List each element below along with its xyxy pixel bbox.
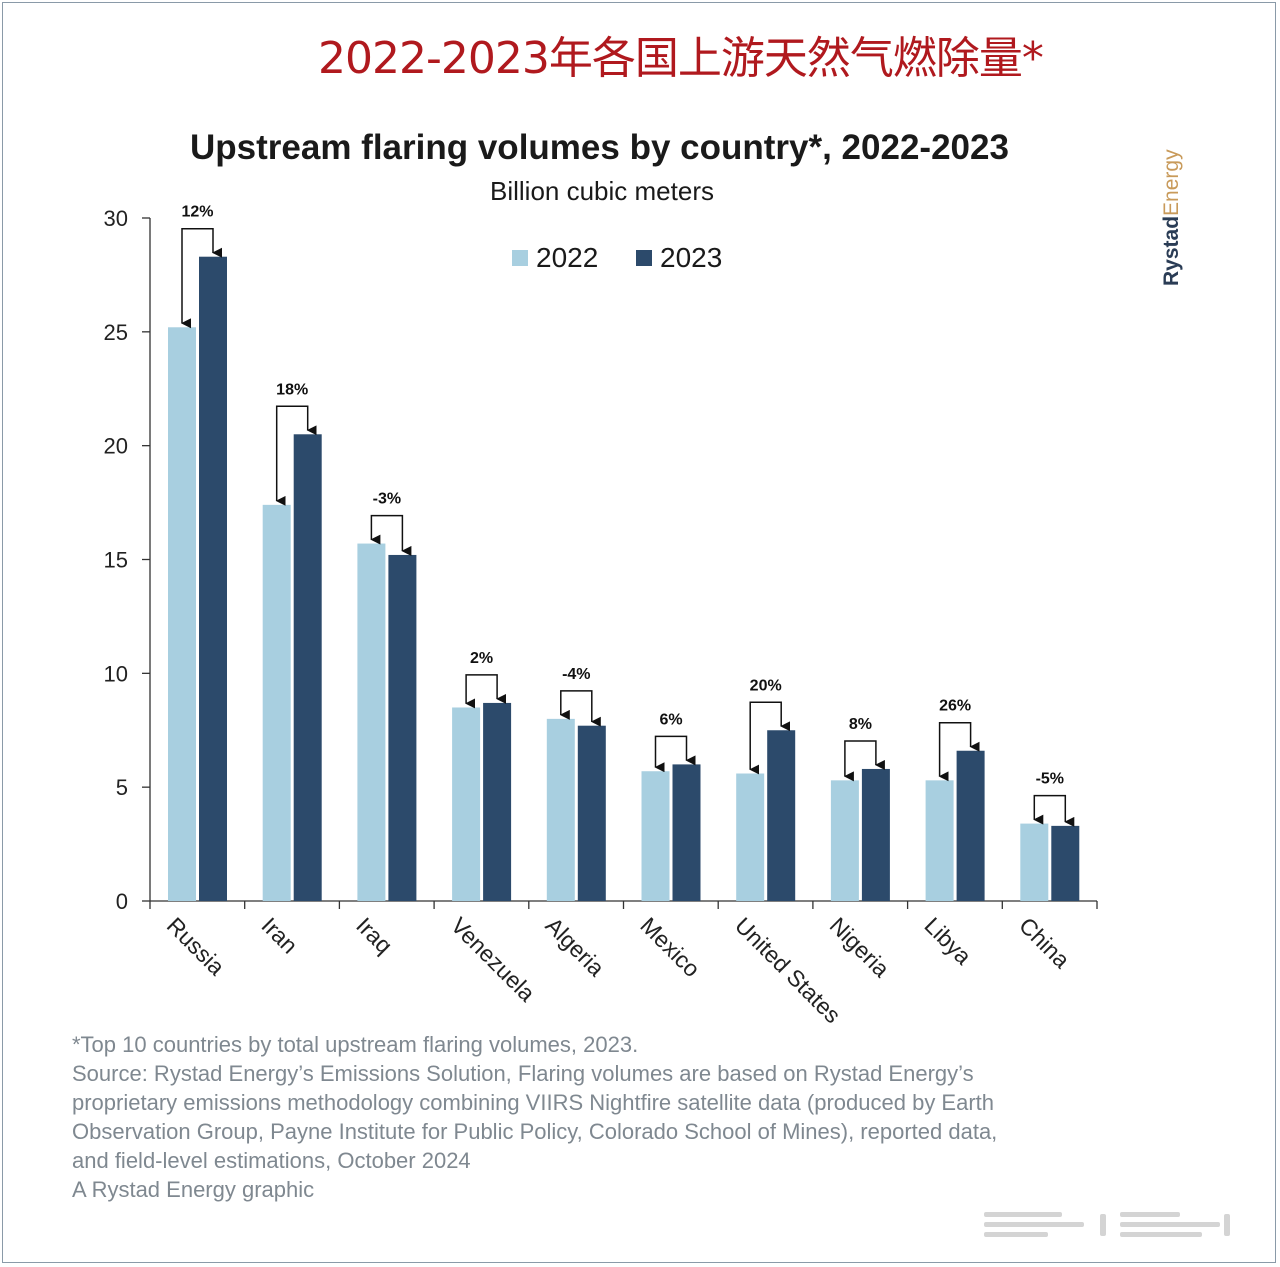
change-label: 6% xyxy=(659,711,682,728)
bar-2023 xyxy=(672,764,701,901)
bar-2022 xyxy=(357,543,386,901)
banner-title: 2022-2023年各国上游天然气燃除量* xyxy=(318,33,1044,84)
footnote-line: and field-level estimations, October 202… xyxy=(72,1148,471,1173)
footnote-line: proprietary emissions methodology combin… xyxy=(72,1090,995,1115)
bar-2022 xyxy=(641,771,670,901)
y-tick-label: 30 xyxy=(104,206,128,231)
change-label: 18% xyxy=(276,381,308,398)
bar-2023 xyxy=(577,725,606,901)
footnote-line: Source: Rystad Energy’s Emissions Soluti… xyxy=(72,1061,974,1086)
bar-2023 xyxy=(199,256,227,901)
change-bracket-arrow xyxy=(1033,794,1075,827)
bar-2022 xyxy=(262,504,291,901)
footnote-line: A Rystad Energy graphic xyxy=(72,1177,315,1202)
legend-item-2022: 2022 xyxy=(512,242,598,274)
change-bracket-arrow xyxy=(938,721,980,782)
legend-swatch-2023 xyxy=(636,250,652,266)
y-tick-label: 5 xyxy=(116,775,128,800)
change-bracket-arrow xyxy=(181,227,222,329)
change-label: 20% xyxy=(750,677,782,694)
bar-2023 xyxy=(767,730,796,901)
y-tick-label: 15 xyxy=(104,548,128,573)
chart-title: Upstream flaring volumes by country*, 20… xyxy=(190,128,1009,167)
bar-2023 xyxy=(293,434,322,901)
chart-subtitle: Billion cubic meters xyxy=(490,176,714,206)
x-tick-label: Venezuela xyxy=(446,912,540,1006)
change-bracket-arrow xyxy=(465,674,507,709)
footnote-line: Observation Group, Payne Institute for P… xyxy=(72,1119,998,1144)
y-tick-label: 10 xyxy=(104,661,128,686)
change-label: 26% xyxy=(939,698,971,715)
legend-label-2022: 2022 xyxy=(536,242,599,273)
bar-2023 xyxy=(956,750,985,901)
y-tick-label: 0 xyxy=(116,889,128,914)
bar-2022 xyxy=(830,780,859,901)
x-tick-label: Algeria xyxy=(541,912,610,981)
footnote-line: *Top 10 countries by total upstream flar… xyxy=(72,1032,639,1057)
watermark-decoration xyxy=(980,1208,1252,1240)
legend-swatch-2022 xyxy=(512,250,528,266)
change-label: 8% xyxy=(849,716,872,733)
x-tick-label: Mexico xyxy=(635,912,705,982)
legend-item-2023: 2023 xyxy=(636,242,722,274)
change-label: 2% xyxy=(470,650,493,667)
y-tick-label: 25 xyxy=(104,320,128,345)
legend-label-2023: 2023 xyxy=(660,242,723,273)
change-bracket-arrow xyxy=(370,514,412,556)
change-bracket-arrow xyxy=(654,735,696,773)
x-tick-label: Iraq xyxy=(351,912,397,958)
bar-2022 xyxy=(546,718,575,901)
bar-2022 xyxy=(736,773,765,901)
bar-2023 xyxy=(1051,825,1080,901)
x-tick-label: Iran xyxy=(257,912,303,958)
change-label: -5% xyxy=(1036,771,1064,788)
change-bracket-arrow xyxy=(559,690,601,727)
change-bracket-arrow xyxy=(275,405,317,506)
bar-2022 xyxy=(452,707,481,901)
y-tick-label: 20 xyxy=(104,434,128,459)
bar-2023 xyxy=(388,554,417,901)
x-tick-label: Libya xyxy=(919,912,976,969)
change-label: -4% xyxy=(562,666,590,683)
change-bracket-arrow xyxy=(749,701,791,775)
change-label: 12% xyxy=(181,204,213,221)
x-tick-label: Russia xyxy=(162,912,230,980)
change-label: -3% xyxy=(373,491,401,508)
x-tick-label: China xyxy=(1014,912,1075,973)
bar-2022 xyxy=(1020,823,1049,901)
x-tick-label: Nigeria xyxy=(825,912,895,982)
bar-2023 xyxy=(483,702,512,901)
bar-2023 xyxy=(861,768,890,901)
bar-2022 xyxy=(925,780,954,901)
change-bracket-arrow xyxy=(843,740,885,782)
footnotes: *Top 10 countries by total upstream flar… xyxy=(72,1030,1202,1204)
bar-2022 xyxy=(168,327,196,901)
